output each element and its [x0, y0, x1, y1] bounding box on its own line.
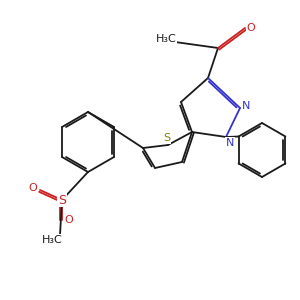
Text: O: O [64, 215, 74, 225]
Text: O: O [247, 23, 255, 33]
Text: S: S [164, 133, 171, 143]
Text: N: N [226, 138, 234, 148]
Text: N: N [242, 101, 250, 111]
Text: O: O [28, 183, 38, 193]
Text: S: S [58, 194, 66, 206]
Text: H₃C: H₃C [42, 235, 62, 245]
Text: H₃C: H₃C [156, 34, 176, 44]
